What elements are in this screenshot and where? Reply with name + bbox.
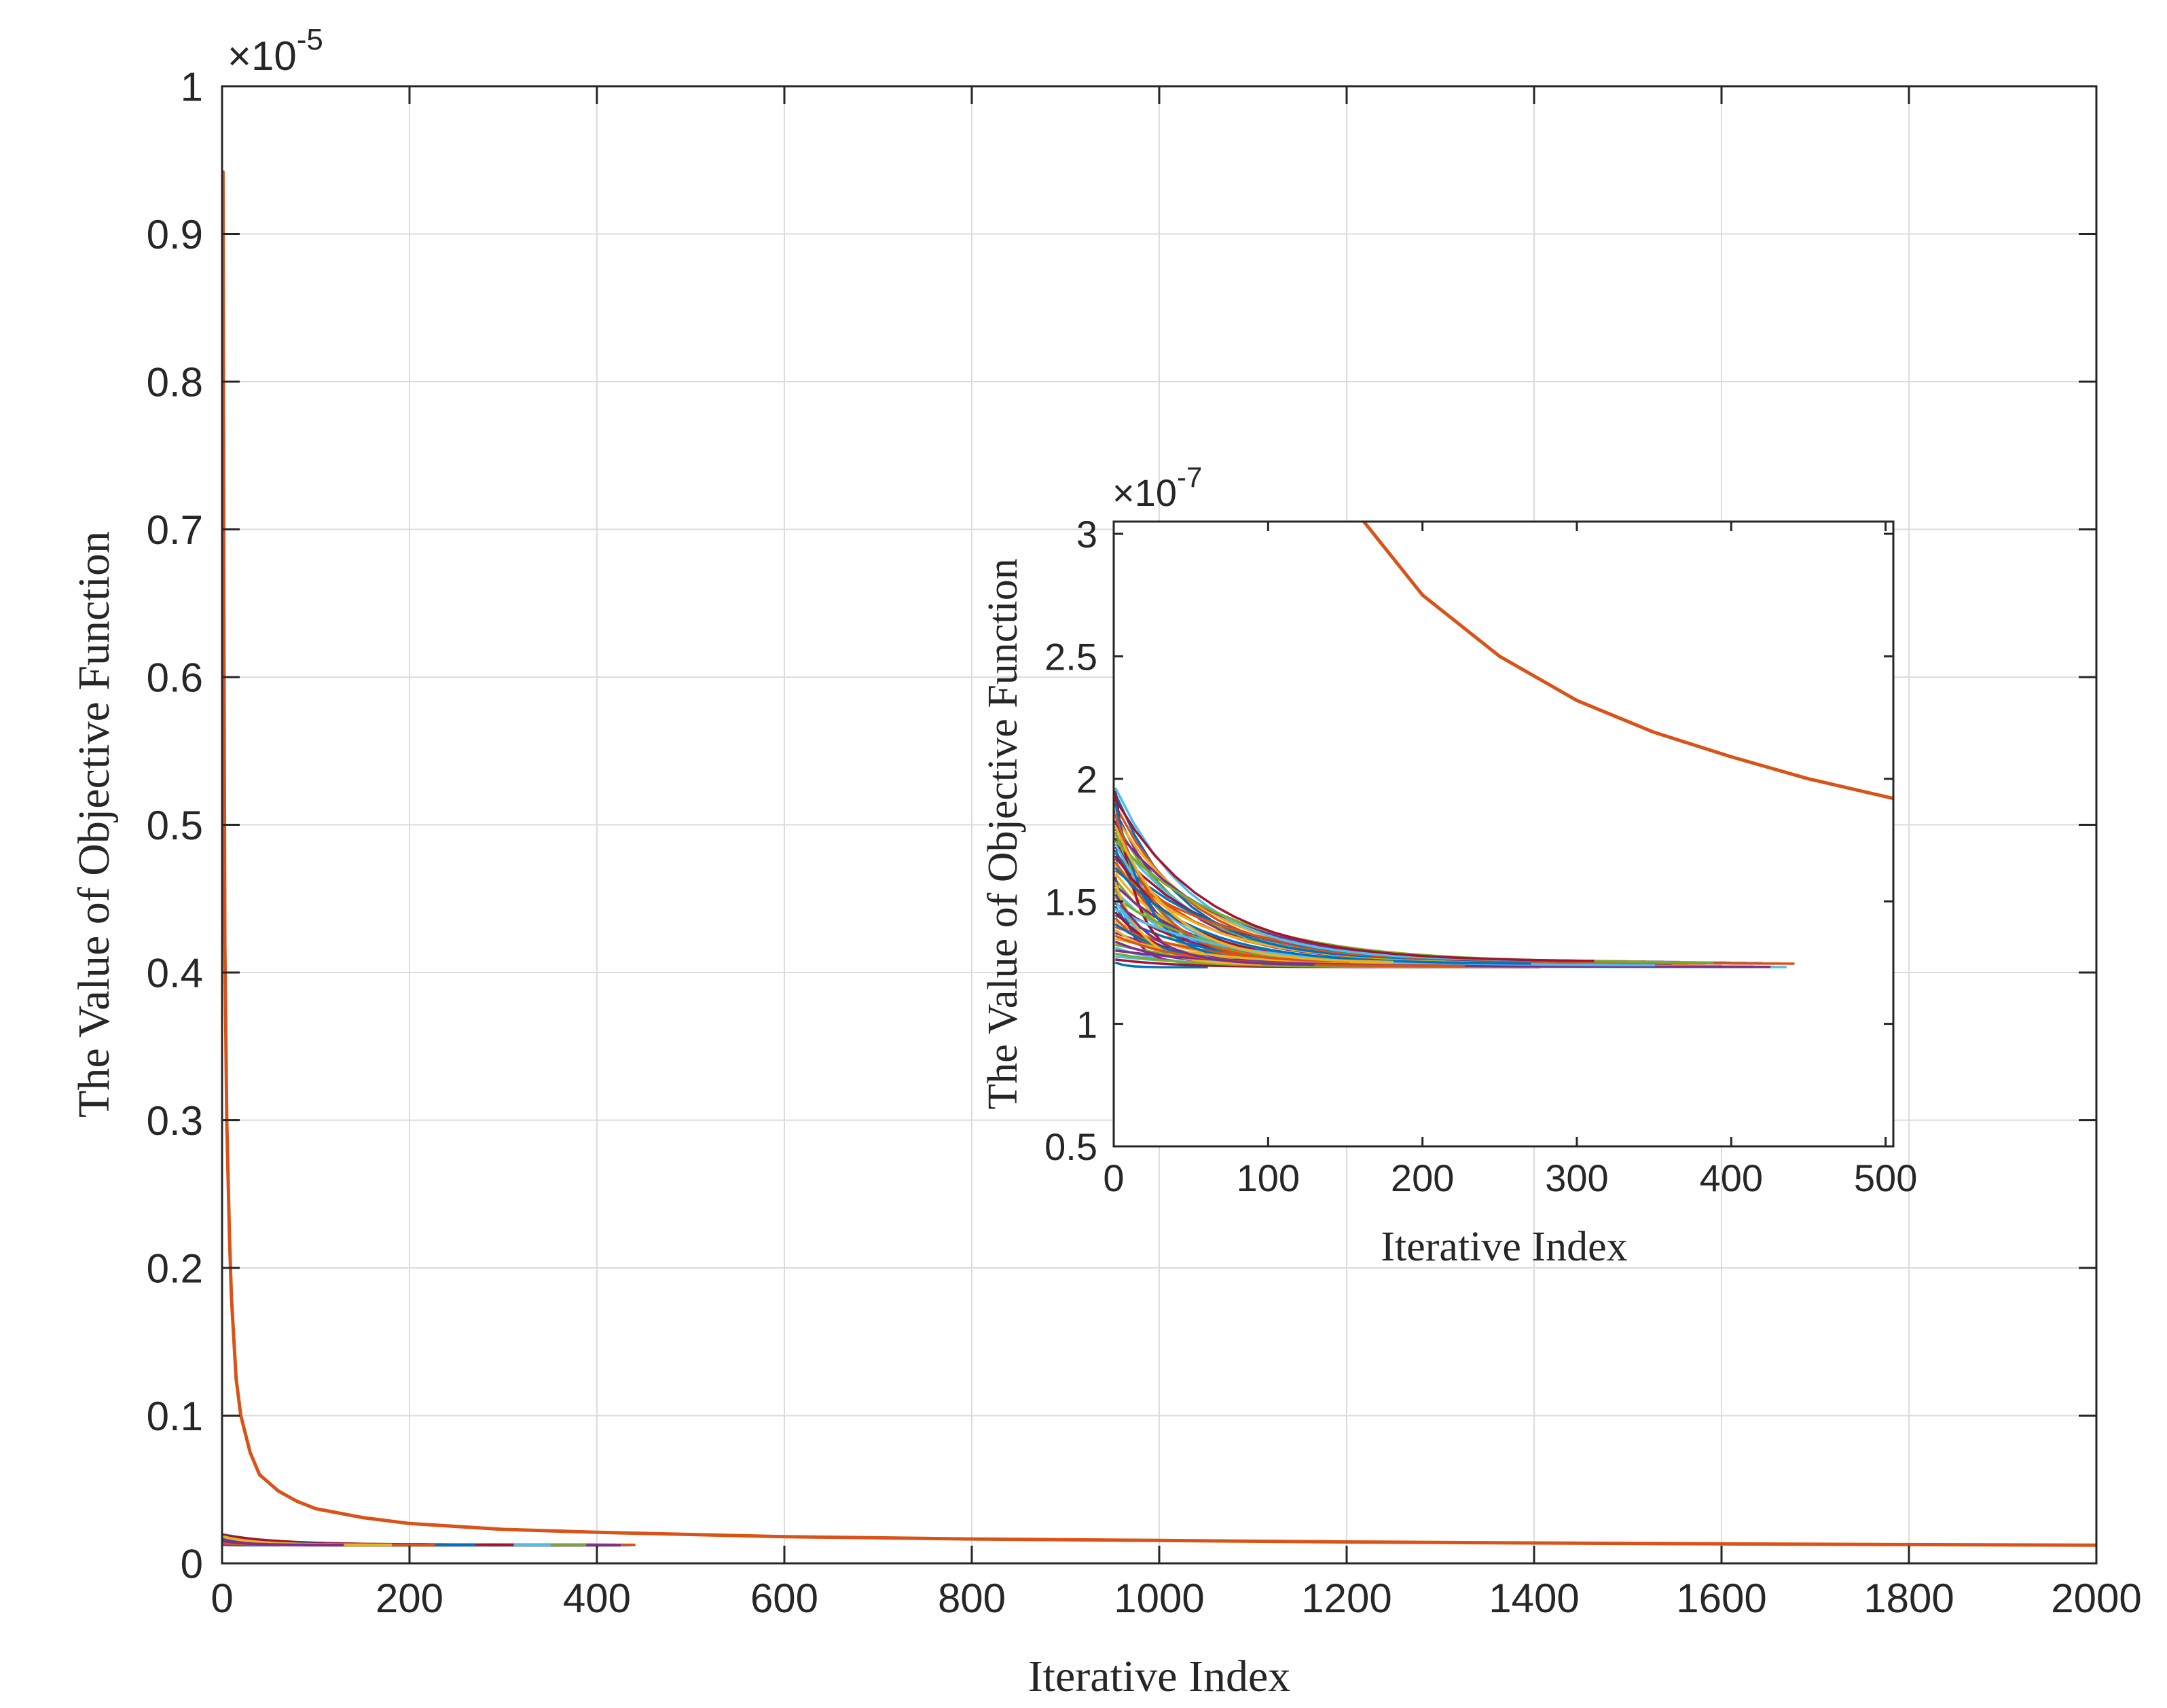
main-y-tick-label: 0.5 bbox=[147, 803, 203, 848]
inset-cluster-line bbox=[1114, 799, 1595, 962]
inset-cluster-line bbox=[1114, 814, 1350, 963]
main-y-tick-label: 0.7 bbox=[147, 507, 203, 553]
main-x-tick-label: 800 bbox=[938, 1576, 1006, 1621]
inset-curve-group bbox=[1362, 522, 1893, 801]
inset-x-tick-label: 200 bbox=[1391, 1157, 1454, 1199]
inset-x-tick-label: 0 bbox=[1103, 1157, 1124, 1199]
main-x-tick-label: 400 bbox=[563, 1576, 631, 1621]
inset-chart: 0 100 200 300 400 500 0.5 1 1.5 2 2.5 3 ×10-7 Iter… bbox=[980, 461, 1917, 1270]
main-x-tick-label: 1200 bbox=[1301, 1576, 1391, 1621]
inset-ticks bbox=[1112, 522, 1893, 1148]
inset-y-tick-label: 2.5 bbox=[1044, 636, 1097, 678]
main-y-exponent: ×10-5 bbox=[227, 23, 323, 79]
inset-cluster-line bbox=[1114, 961, 1208, 969]
main-y-tick-label: 0.6 bbox=[147, 655, 203, 701]
inset-x-tick-label: 500 bbox=[1854, 1157, 1917, 1199]
main-ticks bbox=[221, 85, 2098, 1565]
main-x-tick-label: 600 bbox=[750, 1576, 818, 1621]
inset-cluster-line bbox=[1114, 825, 1394, 964]
main-y-tick-label: 0 bbox=[181, 1542, 203, 1587]
main-y-tick-label: 1 bbox=[181, 65, 203, 110]
inset-cluster-curves bbox=[1114, 787, 1795, 969]
inset-x-axis-label: Iterative Index bbox=[1381, 1224, 1627, 1270]
inset-plot-area bbox=[1114, 522, 1893, 1146]
main-x-tick-label: 2000 bbox=[2051, 1576, 2141, 1621]
main-y-tick-label: 0.2 bbox=[147, 1246, 203, 1292]
main-x-axis-label: Iterative Index bbox=[1028, 1652, 1291, 1701]
main-main-curve-line bbox=[222, 170, 2096, 1547]
main-y-tick-label: 0.3 bbox=[147, 1098, 203, 1144]
main-x-tick-label: 0 bbox=[211, 1576, 233, 1621]
main-y-tick-label: 0.1 bbox=[147, 1394, 203, 1439]
main-x-tick-label: 200 bbox=[376, 1576, 443, 1621]
inset-y-tick-label: 1.5 bbox=[1044, 880, 1097, 923]
main-cluster-line bbox=[223, 1539, 344, 1546]
main-y-tick-label: 0.4 bbox=[147, 951, 203, 996]
main-cluster-curves bbox=[222, 1533, 636, 1547]
main-y-tick-labels: 0 0.1 0.2 0.3 0.4 0.5 0.6 0.7 0.8 0.9 1 bbox=[147, 65, 203, 1587]
inset-axes-box bbox=[1112, 520, 1895, 1148]
inset-y-tick-label: 3 bbox=[1076, 513, 1097, 556]
inset-y-tick-label: 2 bbox=[1076, 758, 1097, 801]
inset-x-tick-label: 300 bbox=[1545, 1157, 1608, 1199]
inset-cluster-line bbox=[1114, 893, 1315, 966]
inset-x-tick-labels: 0 100 200 300 400 500 bbox=[1103, 1157, 1917, 1199]
inset-y-tick-label: 0.5 bbox=[1044, 1125, 1097, 1168]
inset-y-axis-label: The Value of Objective Function bbox=[980, 558, 1026, 1110]
main-y-tick-label: 0.8 bbox=[147, 360, 203, 405]
inset-main-curve-line bbox=[1362, 522, 1893, 801]
main-x-tick-label: 1800 bbox=[1863, 1576, 1954, 1621]
inset-y-tick-label: 1 bbox=[1076, 1003, 1097, 1046]
main-x-tick-label: 1400 bbox=[1489, 1576, 1579, 1621]
main-x-tick-label: 1000 bbox=[1114, 1576, 1204, 1621]
inset-y-tick-labels: 0.5 1 1.5 2 2.5 3 bbox=[1044, 513, 1097, 1168]
main-curve-group bbox=[222, 170, 2096, 1547]
inset-y-exponent: ×10-7 bbox=[1112, 461, 1202, 514]
main-x-tick-label: 1600 bbox=[1676, 1576, 1766, 1621]
main-x-tick-labels: 0 200 400 600 800 1000 1200 1400 1600 1800 2000 bbox=[211, 1576, 2141, 1621]
inset-x-tick-label: 400 bbox=[1700, 1157, 1763, 1199]
inset-x-tick-label: 100 bbox=[1237, 1157, 1300, 1199]
main-y-axis-label: The Value of Objective Function bbox=[69, 531, 119, 1118]
main-y-tick-label: 0.9 bbox=[147, 212, 203, 257]
